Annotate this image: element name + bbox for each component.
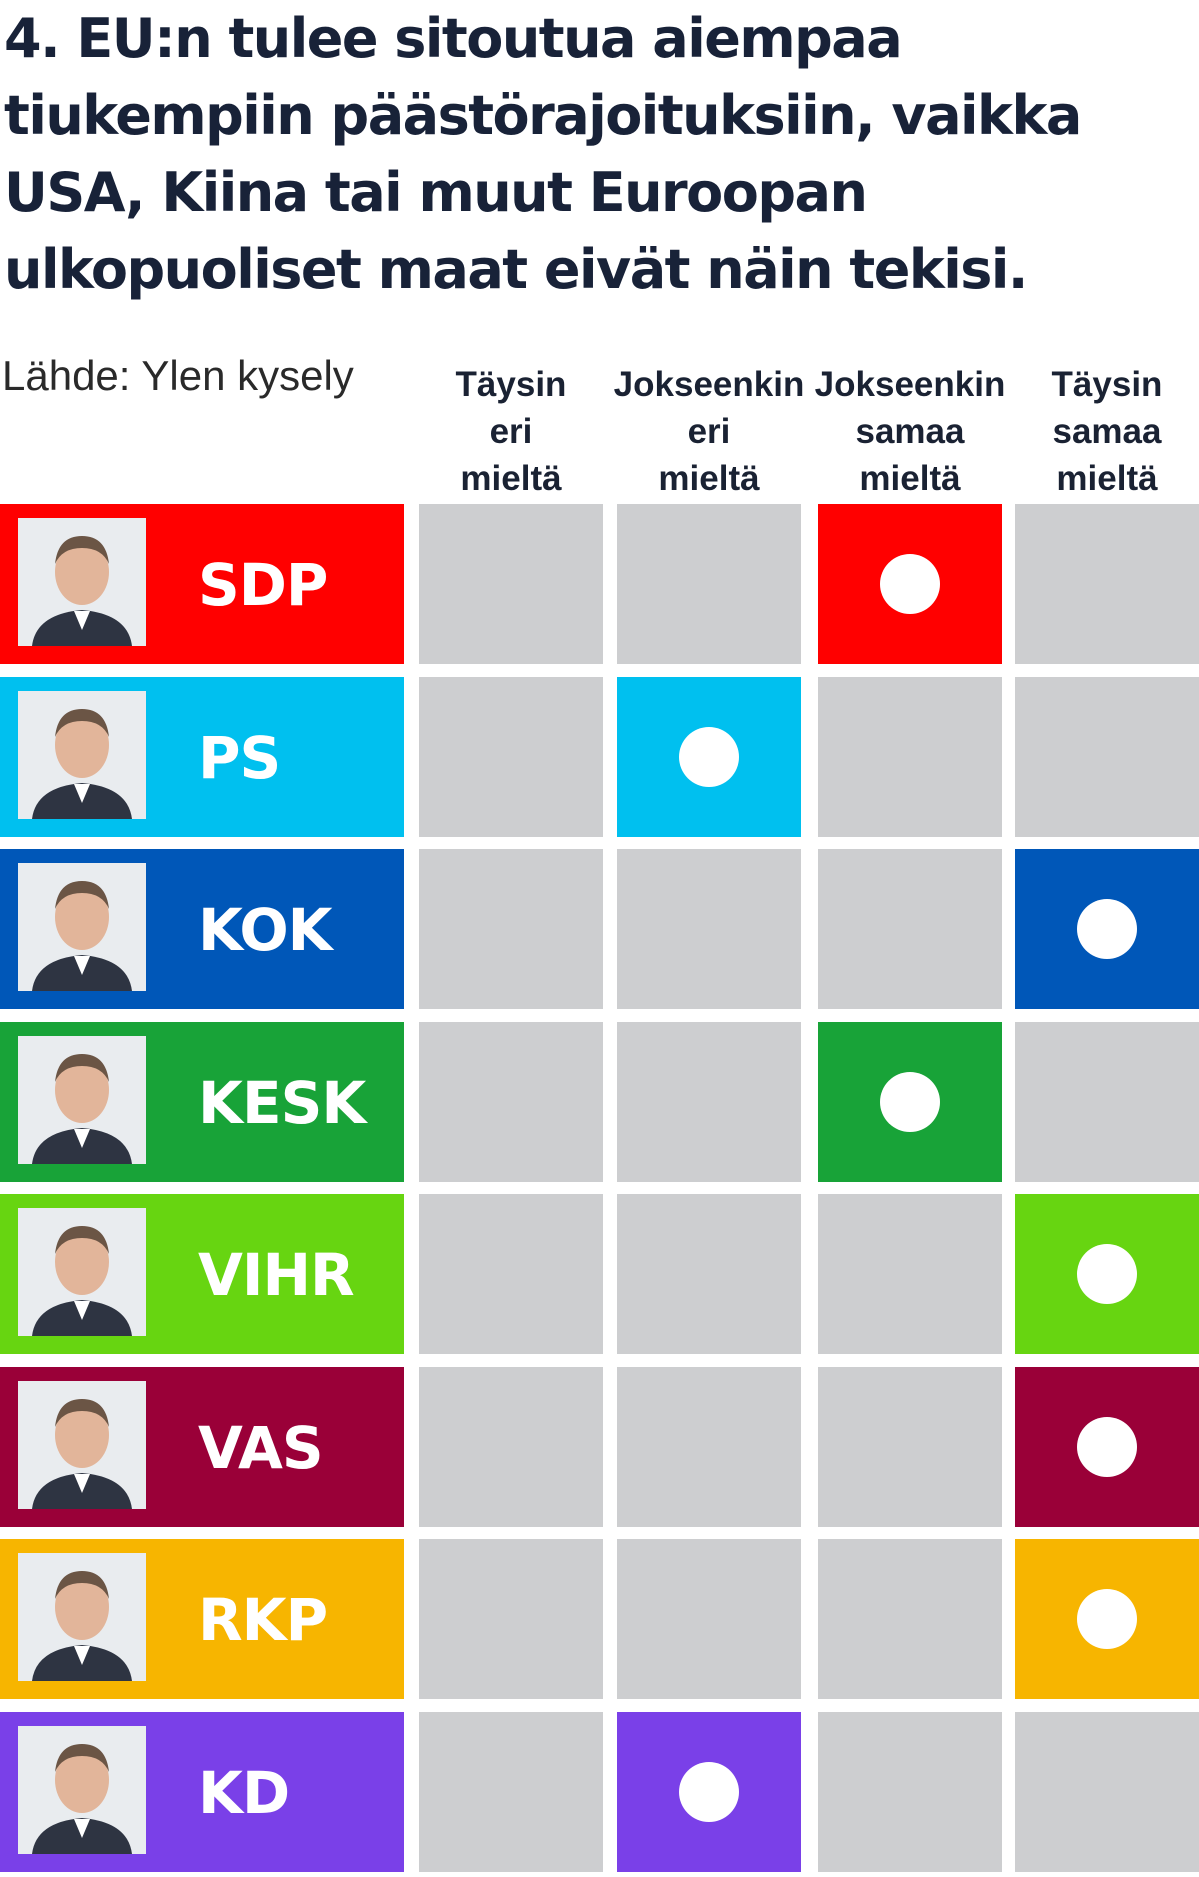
party-name: KD	[198, 1759, 290, 1827]
answer-cell	[419, 1022, 603, 1182]
party-name: RKP	[198, 1586, 328, 1654]
party-label-rkp: RKP	[0, 1539, 404, 1699]
column-header-line: samaa	[855, 412, 965, 451]
party-label-sdp: SDP	[0, 504, 404, 664]
answer-cell	[818, 677, 1002, 837]
party-label-kd: KD	[0, 1712, 404, 1872]
candidate-portrait	[18, 1553, 146, 1681]
answer-cell	[1015, 677, 1199, 837]
candidate-portrait	[18, 691, 146, 819]
column-header-line: mieltä	[658, 459, 760, 498]
answer-marker	[1077, 1589, 1137, 1649]
candidate-portrait	[18, 518, 146, 646]
answer-cell	[419, 1367, 603, 1527]
column-header-line: samaa	[1052, 412, 1162, 451]
answer-marker	[880, 554, 940, 614]
column-header: Täysin samaa mieltä	[1002, 361, 1199, 502]
candidate-portrait	[18, 863, 146, 991]
answer-cell	[617, 1367, 801, 1527]
column-header-line: Täysin	[455, 365, 567, 404]
party-name: SDP	[198, 551, 328, 619]
answer-cell	[617, 1194, 801, 1354]
party-label-kok: KOK	[0, 849, 404, 1009]
answer-cell	[419, 504, 603, 664]
party-name: VIHR	[198, 1241, 355, 1309]
column-header: Täysin eri mieltä	[406, 361, 616, 502]
answer-cell	[1015, 1712, 1199, 1872]
column-header-line: Täysin	[1051, 365, 1163, 404]
answer-cell-selected	[1015, 849, 1199, 1009]
party-label-vihr: VIHR	[0, 1194, 404, 1354]
answer-cell	[818, 1194, 1002, 1354]
answer-marker	[1077, 1417, 1137, 1477]
answer-cell-selected	[1015, 1367, 1199, 1527]
answer-cell	[1015, 1022, 1199, 1182]
answer-cell	[818, 1367, 1002, 1527]
party-name: VAS	[198, 1414, 324, 1482]
candidate-portrait	[18, 1726, 146, 1854]
source-note: Lähde: Ylen kysely	[2, 352, 354, 399]
column-header-line: mieltä	[859, 459, 961, 498]
answer-cell	[617, 1022, 801, 1182]
answer-cell-selected	[818, 504, 1002, 664]
answer-marker	[679, 1762, 739, 1822]
answer-marker	[1077, 1244, 1137, 1304]
answer-cell	[617, 849, 801, 1009]
answer-cell	[818, 1712, 1002, 1872]
column-header-line: Jokseenkin	[613, 365, 805, 404]
answer-cell	[1015, 504, 1199, 664]
answer-marker	[880, 1072, 940, 1132]
party-label-vas: VAS	[0, 1367, 404, 1527]
column-header-line: eri	[687, 412, 731, 451]
party-name: KOK	[198, 896, 333, 964]
answer-cell	[617, 1539, 801, 1699]
answer-cell	[818, 849, 1002, 1009]
candidate-portrait	[18, 1381, 146, 1509]
answer-cell	[818, 1539, 1002, 1699]
party-label-kesk: KESK	[0, 1022, 404, 1182]
answer-cell-selected	[1015, 1194, 1199, 1354]
answer-cell	[617, 504, 801, 664]
answer-cell	[419, 677, 603, 837]
answer-cell	[419, 849, 603, 1009]
column-header-line: Jokseenkin	[814, 365, 1006, 404]
answer-marker	[1077, 899, 1137, 959]
candidate-portrait	[18, 1036, 146, 1164]
party-name: PS	[198, 724, 281, 792]
answer-cell	[419, 1712, 603, 1872]
answer-cell-selected	[617, 677, 801, 837]
party-label-ps: PS	[0, 677, 404, 837]
column-header: Jokseenkin eri mieltä	[604, 361, 814, 502]
column-header-line: mieltä	[1056, 459, 1158, 498]
answer-cell-selected	[818, 1022, 1002, 1182]
chart-title: 4. EU:n tulee sitoutua aiempaa tiukempii…	[4, 7, 1082, 301]
answer-marker	[679, 727, 739, 787]
column-header-line: eri	[489, 412, 533, 451]
answer-cell	[419, 1539, 603, 1699]
party-name: KESK	[198, 1069, 366, 1137]
column-header: Jokseenkin samaa mieltä	[805, 361, 1015, 502]
answer-cell	[419, 1194, 603, 1354]
candidate-portrait	[18, 1208, 146, 1336]
answer-cell-selected	[1015, 1539, 1199, 1699]
column-header-line: mieltä	[460, 459, 562, 498]
answer-cell-selected	[617, 1712, 801, 1872]
